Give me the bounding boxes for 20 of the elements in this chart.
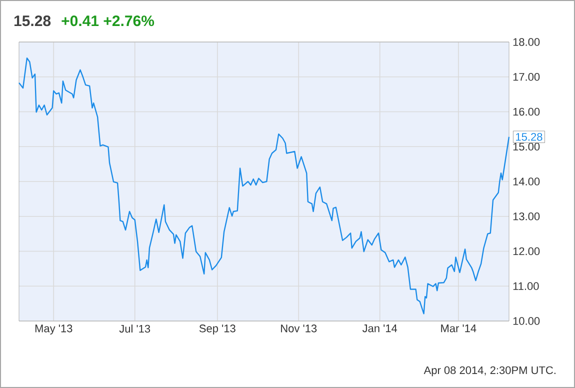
y-tick-label: 15.00 xyxy=(513,142,540,151)
y-tick-label: 14.00 xyxy=(513,178,540,186)
x-tick-label: Sep '13 xyxy=(199,324,236,334)
chart-subtitle: +0.41 +2.76% xyxy=(62,16,154,26)
y-tick-label: 13.00 xyxy=(513,212,540,220)
y-tick-label: 10.00 xyxy=(513,317,540,325)
y-tick-label: 12.00 xyxy=(513,247,540,256)
x-tick-label: Jan '14 xyxy=(362,324,398,332)
x-tick-label: May '13 xyxy=(35,324,72,334)
y-tick-label: 11.00 xyxy=(513,282,539,290)
x-tick-label: Mar '14 xyxy=(441,324,476,332)
text: Apr 08 2014, 2:30PM UTC. xyxy=(424,366,556,376)
chart-title: 15.28 xyxy=(14,16,51,26)
x-tick-label: Nov '13 xyxy=(281,324,317,332)
x-tick-label: Jul '13 xyxy=(119,324,150,333)
line-series xyxy=(18,57,510,314)
y-tick-label: 16.00 xyxy=(513,108,540,116)
y-tick-label: 18.00 xyxy=(513,38,540,46)
y-tick-label: 17.00 xyxy=(513,72,540,81)
annotation: 15.28 xyxy=(516,132,542,141)
